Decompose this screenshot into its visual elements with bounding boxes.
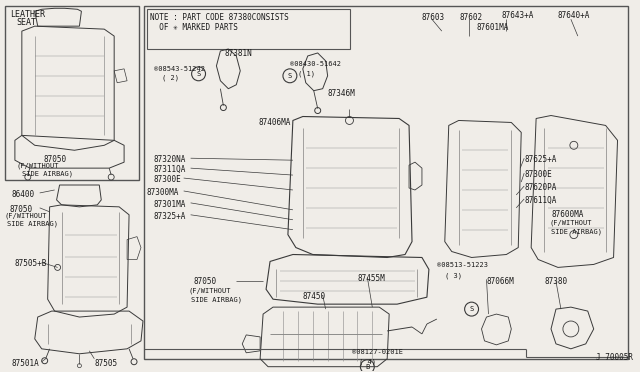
Text: ( 1): ( 1) bbox=[298, 71, 315, 77]
Text: 87300MA: 87300MA bbox=[147, 188, 179, 197]
Text: 87455M: 87455M bbox=[357, 275, 385, 283]
Text: 87066M: 87066M bbox=[486, 278, 514, 286]
Text: 87406MA: 87406MA bbox=[258, 119, 291, 128]
Text: SIDE AIRBAG): SIDE AIRBAG) bbox=[22, 170, 73, 177]
Text: SEAT: SEAT bbox=[16, 18, 36, 27]
Text: 87601MA: 87601MA bbox=[477, 23, 509, 32]
Text: 87625+A: 87625+A bbox=[524, 155, 557, 164]
Text: 87300E: 87300E bbox=[524, 170, 552, 179]
Text: SIDE AIRBAG): SIDE AIRBAG) bbox=[551, 229, 602, 235]
Text: ®08430-51642: ®08430-51642 bbox=[290, 61, 341, 67]
Text: 87380: 87380 bbox=[544, 278, 567, 286]
Text: SIDE AIRBAG): SIDE AIRBAG) bbox=[7, 221, 58, 227]
Text: 87505: 87505 bbox=[94, 359, 118, 368]
Text: 87050: 87050 bbox=[10, 205, 33, 214]
Text: ( 4): ( 4) bbox=[360, 359, 376, 365]
Text: 86400: 86400 bbox=[12, 190, 35, 199]
Text: 87381N: 87381N bbox=[225, 49, 252, 58]
Text: 87450: 87450 bbox=[303, 292, 326, 301]
Text: ( 2): ( 2) bbox=[162, 75, 179, 81]
Text: (F/WITHOUT: (F/WITHOUT bbox=[5, 213, 47, 219]
Text: 87320NA: 87320NA bbox=[154, 155, 186, 164]
Text: NOTE : PART CODE 87380CONSISTS: NOTE : PART CODE 87380CONSISTS bbox=[150, 13, 289, 22]
Text: B: B bbox=[365, 364, 369, 370]
Text: ®08513-51223: ®08513-51223 bbox=[437, 263, 488, 269]
Text: ®08127-0201E: ®08127-0201E bbox=[353, 349, 403, 355]
Text: S: S bbox=[470, 306, 474, 312]
Text: ( 3): ( 3) bbox=[445, 272, 462, 279]
Text: LEATHER: LEATHER bbox=[10, 10, 45, 19]
Text: J 70005R: J 70005R bbox=[596, 353, 633, 362]
Text: SIDE AIRBAG): SIDE AIRBAG) bbox=[191, 296, 242, 303]
Text: 87501A: 87501A bbox=[12, 359, 40, 368]
Text: (F/WITHOUT: (F/WITHOUT bbox=[189, 287, 231, 294]
Text: 87301MA: 87301MA bbox=[154, 200, 186, 209]
Text: 87611QA: 87611QA bbox=[524, 196, 557, 205]
Text: 87603: 87603 bbox=[422, 13, 445, 22]
Text: 87602: 87602 bbox=[460, 13, 483, 22]
Text: 87643+A: 87643+A bbox=[501, 11, 534, 20]
Text: 87325+A: 87325+A bbox=[154, 212, 186, 221]
Text: 87640+A: 87640+A bbox=[558, 11, 590, 20]
Text: (F/WITHOUT: (F/WITHOUT bbox=[17, 162, 60, 169]
Text: 87300E: 87300E bbox=[154, 175, 182, 184]
Text: ®08543-51242: ®08543-51242 bbox=[154, 66, 205, 72]
Bar bbox=[144, 6, 628, 359]
Bar bbox=[5, 6, 139, 180]
Text: S: S bbox=[288, 73, 292, 79]
Text: 87600MA: 87600MA bbox=[551, 210, 584, 219]
Text: 87050: 87050 bbox=[43, 155, 66, 164]
Text: 87505+B: 87505+B bbox=[15, 259, 47, 269]
Text: OF ✳ MARKED PARTS: OF ✳ MARKED PARTS bbox=[150, 23, 238, 32]
Text: 87346M: 87346M bbox=[328, 89, 355, 98]
Text: (F/WITHOUT: (F/WITHOUT bbox=[549, 220, 591, 226]
Text: 87050: 87050 bbox=[193, 278, 217, 286]
Text: 87311QA: 87311QA bbox=[154, 165, 186, 174]
Text: 87620PA: 87620PA bbox=[524, 183, 557, 192]
Text: S: S bbox=[196, 71, 201, 77]
Bar bbox=[147, 9, 351, 49]
